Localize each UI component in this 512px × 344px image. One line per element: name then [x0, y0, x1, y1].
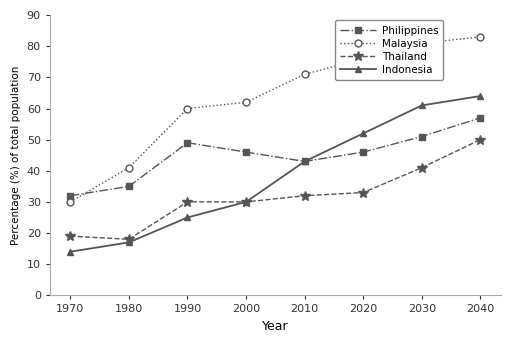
Thailand — [477, 138, 483, 142]
Malaysia — [302, 72, 308, 76]
Indonesia — [419, 103, 425, 107]
Indonesia — [184, 215, 190, 219]
Thailand — [419, 165, 425, 170]
Philippines — [126, 184, 132, 189]
Malaysia — [184, 106, 190, 110]
Malaysia — [67, 200, 73, 204]
Malaysia — [360, 57, 366, 61]
Malaysia — [419, 41, 425, 45]
Thailand — [126, 237, 132, 241]
Philippines — [184, 141, 190, 145]
Philippines — [477, 116, 483, 120]
Thailand — [184, 200, 190, 204]
Legend: Philippines, Malaysia, Thailand, Indonesia: Philippines, Malaysia, Thailand, Indones… — [335, 20, 443, 80]
Malaysia — [477, 35, 483, 39]
Thailand — [243, 200, 249, 204]
Thailand — [67, 234, 73, 238]
Line: Philippines: Philippines — [67, 115, 483, 199]
Philippines — [302, 159, 308, 163]
Indonesia — [243, 200, 249, 204]
Indonesia — [477, 94, 483, 98]
Line: Thailand: Thailand — [66, 135, 485, 244]
Y-axis label: Percentage (%) of total population: Percentage (%) of total population — [11, 65, 21, 245]
Indonesia — [126, 240, 132, 245]
Malaysia — [243, 100, 249, 104]
Indonesia — [67, 250, 73, 254]
Philippines — [67, 194, 73, 198]
Malaysia — [126, 165, 132, 170]
Indonesia — [360, 131, 366, 136]
Philippines — [419, 135, 425, 139]
Philippines — [243, 150, 249, 154]
X-axis label: Year: Year — [262, 320, 289, 333]
Thailand — [302, 194, 308, 198]
Line: Indonesia: Indonesia — [67, 93, 484, 255]
Indonesia — [302, 159, 308, 163]
Thailand — [360, 191, 366, 195]
Philippines — [360, 150, 366, 154]
Line: Malaysia: Malaysia — [67, 33, 484, 205]
